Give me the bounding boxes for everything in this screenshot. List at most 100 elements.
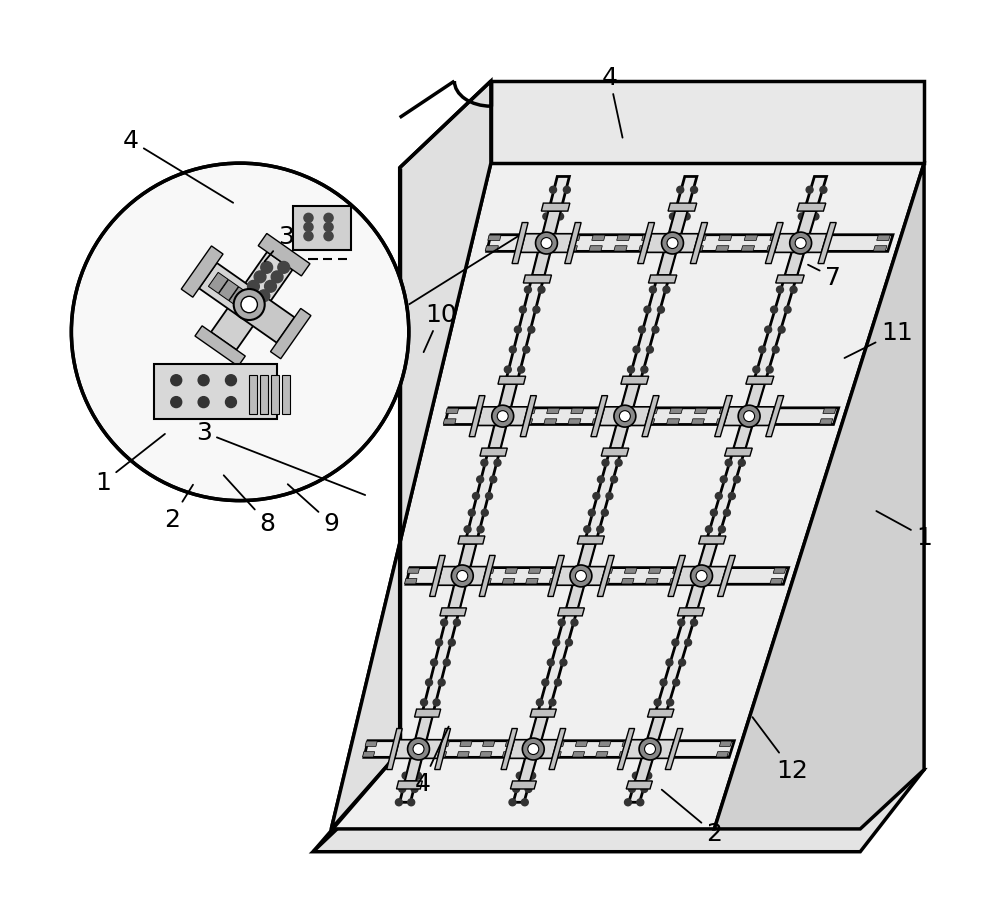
Polygon shape (478, 407, 505, 426)
Circle shape (494, 460, 501, 466)
Polygon shape (528, 568, 541, 574)
Circle shape (553, 640, 560, 646)
Circle shape (538, 287, 545, 293)
Polygon shape (219, 281, 238, 302)
Polygon shape (592, 236, 605, 241)
Polygon shape (575, 545, 595, 577)
Polygon shape (645, 717, 665, 749)
Circle shape (646, 347, 653, 353)
Circle shape (666, 660, 673, 666)
Polygon shape (400, 178, 569, 803)
Circle shape (304, 214, 313, 223)
Circle shape (637, 799, 644, 806)
Circle shape (234, 290, 265, 321)
Circle shape (71, 164, 409, 501)
Polygon shape (445, 408, 839, 425)
Polygon shape (434, 752, 447, 757)
Polygon shape (532, 244, 552, 276)
Circle shape (395, 799, 402, 806)
Circle shape (554, 680, 561, 686)
Circle shape (759, 347, 766, 353)
Circle shape (778, 327, 785, 333)
Circle shape (451, 566, 473, 588)
Text: 4: 4 (601, 66, 623, 138)
Circle shape (614, 405, 636, 427)
Polygon shape (502, 579, 515, 584)
Polygon shape (497, 384, 517, 416)
Text: 3: 3 (196, 421, 365, 496)
Polygon shape (717, 556, 735, 597)
Polygon shape (645, 579, 658, 584)
Polygon shape (766, 396, 784, 437)
Polygon shape (596, 752, 608, 757)
Circle shape (560, 660, 567, 666)
Polygon shape (572, 752, 585, 757)
Polygon shape (519, 749, 539, 781)
Polygon shape (446, 409, 459, 414)
Polygon shape (430, 556, 445, 597)
Polygon shape (293, 207, 351, 251)
Circle shape (509, 799, 516, 806)
Polygon shape (438, 567, 465, 586)
Polygon shape (406, 568, 789, 585)
Circle shape (536, 700, 543, 706)
Polygon shape (621, 579, 634, 584)
Polygon shape (691, 419, 704, 425)
Polygon shape (282, 375, 290, 415)
Circle shape (662, 233, 683, 255)
Circle shape (248, 281, 259, 292)
Polygon shape (658, 244, 678, 276)
Circle shape (718, 527, 725, 533)
Polygon shape (510, 781, 536, 789)
Polygon shape (513, 178, 697, 803)
Circle shape (601, 509, 608, 517)
Polygon shape (505, 568, 518, 574)
Circle shape (744, 411, 755, 422)
Circle shape (258, 291, 270, 302)
Circle shape (519, 307, 526, 313)
Polygon shape (313, 770, 924, 852)
Polygon shape (734, 416, 755, 448)
Polygon shape (435, 579, 447, 584)
Circle shape (765, 327, 772, 333)
Circle shape (408, 799, 415, 806)
Polygon shape (558, 609, 584, 616)
Polygon shape (785, 244, 807, 276)
Polygon shape (597, 579, 610, 584)
Circle shape (324, 223, 333, 232)
Polygon shape (776, 276, 804, 283)
Polygon shape (639, 247, 652, 251)
Circle shape (528, 743, 539, 754)
Polygon shape (665, 742, 677, 746)
Circle shape (645, 773, 652, 779)
Polygon shape (548, 556, 564, 597)
Polygon shape (744, 236, 758, 241)
Circle shape (710, 509, 717, 517)
Polygon shape (622, 407, 650, 426)
Polygon shape (770, 236, 783, 241)
Polygon shape (541, 204, 570, 212)
Circle shape (464, 527, 471, 533)
Text: 1: 1 (876, 511, 932, 549)
Polygon shape (491, 82, 924, 164)
Text: 3: 3 (265, 225, 294, 262)
Circle shape (597, 527, 604, 533)
Text: 2: 2 (662, 790, 722, 845)
Polygon shape (667, 419, 680, 425)
Polygon shape (552, 742, 564, 746)
Polygon shape (647, 740, 674, 759)
Polygon shape (820, 419, 833, 425)
Circle shape (597, 476, 604, 484)
Circle shape (641, 785, 648, 793)
Polygon shape (331, 82, 491, 829)
Circle shape (171, 397, 182, 408)
Polygon shape (479, 556, 495, 597)
Circle shape (557, 214, 564, 220)
Polygon shape (488, 236, 501, 241)
Polygon shape (397, 781, 422, 789)
Polygon shape (526, 579, 538, 584)
Polygon shape (407, 568, 420, 574)
Polygon shape (154, 364, 277, 419)
Circle shape (628, 785, 635, 793)
Circle shape (542, 680, 549, 686)
